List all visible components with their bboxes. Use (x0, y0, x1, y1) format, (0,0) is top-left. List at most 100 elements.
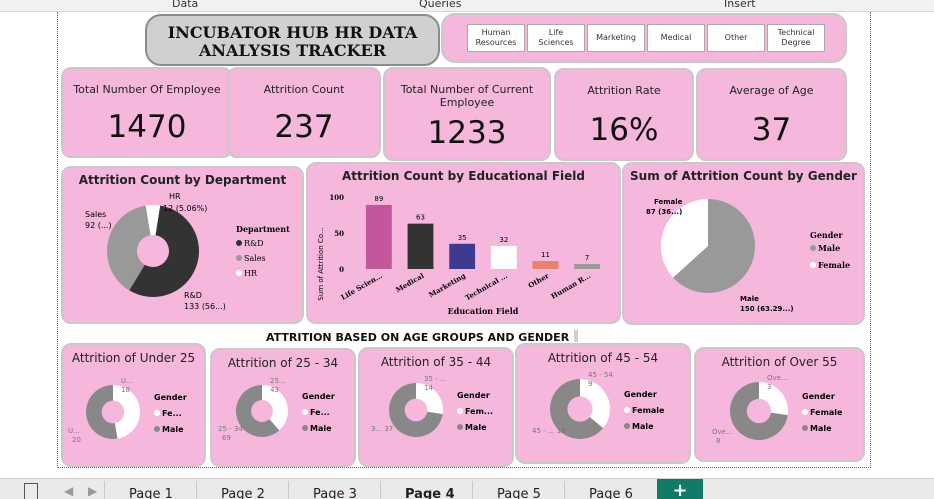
bar-5[interactable] (574, 263, 601, 269)
next-page-arrow-icon[interactable]: ▶ (88, 484, 98, 498)
data-label-female: 25... (270, 377, 286, 385)
chart-title: Sum of Attrition Count by Gender (630, 169, 857, 183)
legend-item-rnd[interactable]: R&D (244, 239, 264, 248)
tab-page-1[interactable]: Page 1 (129, 487, 173, 499)
chart-attrition-by-gender[interactable]: Sum of Attrition Count by Gender Female … (622, 162, 865, 325)
kpi-current-employees[interactable]: Total Number of Current Employee 1233 (383, 67, 551, 161)
donut-slice-hr[interactable] (145, 205, 161, 236)
tab-separator (380, 481, 381, 499)
bar-3[interactable] (490, 245, 517, 269)
menu-queries[interactable]: Queries (419, 0, 462, 10)
legend-item-sales[interactable]: Sales (244, 254, 266, 263)
chart-title: Attrition of 45 - 54 (547, 351, 659, 365)
bar-0[interactable] (365, 204, 392, 269)
kpi-total-employees[interactable]: Total Number Of Employee 1470 (61, 67, 233, 158)
donut-slice-male[interactable] (85, 385, 118, 439)
x-tick-label: Life Scien... (339, 271, 384, 302)
legend-item-female: Female (632, 406, 665, 415)
education-bar-svg: 0 50 100 89 Life Scien... 63 Medical 35 Marketin… (317, 193, 601, 316)
bar-1[interactable] (407, 223, 434, 269)
slicer-button-life-sciences[interactable]: Life Sciences (527, 24, 585, 52)
bar-data-label: 32 (499, 236, 508, 244)
pie-slice-female[interactable] (661, 199, 708, 278)
legend-item-male[interactable]: Male (818, 243, 840, 253)
legend-item-female: Fem... (465, 407, 493, 416)
prev-page-arrow-icon[interactable]: ◀ (64, 484, 74, 498)
kpi-attrition-count[interactable]: Attrition Count 237 (227, 67, 381, 158)
donut-slice-male[interactable] (236, 385, 280, 437)
pie-slice-male[interactable] (673, 199, 755, 293)
slicer-button-human-resources[interactable]: Human Resources (467, 24, 525, 52)
kpi-label: Average of Age (729, 84, 814, 97)
tab-page-5[interactable]: Page 5 (497, 487, 541, 499)
data-label-female: Female (654, 198, 683, 206)
tab-page-2[interactable]: Page 2 (221, 487, 265, 499)
title-line-2: ANALYSIS TRACKER (198, 41, 386, 60)
tab-separator (472, 481, 473, 499)
drag-handle[interactable] (574, 330, 578, 342)
data-label-female: 35 - ... (424, 375, 447, 383)
donut-slice-male[interactable] (730, 382, 788, 440)
donut-slice-male[interactable] (550, 379, 604, 439)
donut-slice-female[interactable] (113, 385, 140, 439)
dashboard-title[interactable]: INCUBATOR HUB HR DATA ANALYSIS TRACKER (145, 14, 440, 66)
data-label-female-value: 87 (36...) (646, 208, 682, 216)
legend-item-hr[interactable]: HR (244, 269, 258, 278)
data-label-male: Ove... (712, 428, 733, 436)
data-label-sales: Sales (85, 210, 106, 219)
slicer-button-marketing[interactable]: Marketing (587, 24, 645, 52)
add-page-button[interactable]: + (657, 479, 703, 499)
legend-swatch-female (810, 262, 816, 268)
data-label-male-value: 8 (716, 437, 720, 445)
legend-item-female[interactable]: Female (818, 260, 850, 270)
data-label-male-value: 20 (72, 436, 81, 444)
data-label-hr: HR (169, 192, 181, 201)
legend-item-male: Male (162, 425, 184, 434)
gender-pie-svg: Female 87 (36...) Male 150 (63.29...) Ge… (646, 198, 850, 313)
legend-swatch-male (810, 245, 816, 251)
donut-slice-female[interactable] (580, 379, 610, 429)
tab-separator (288, 481, 289, 499)
tab-page-3[interactable]: Page 3 (313, 487, 357, 499)
tab-separator (196, 481, 197, 499)
donut-slice-rnd[interactable] (129, 205, 200, 297)
legend-title: Gender (810, 230, 843, 240)
donut-slice-sales[interactable] (107, 205, 151, 291)
donut-slice-female[interactable] (759, 382, 788, 416)
age-group-card[interactable]: Attrition of 35 - 44 35 - ... 14 3... 37 Gen… (358, 347, 514, 467)
kpi-average-age[interactable]: Average of Age 37 (696, 68, 847, 161)
data-label-female-value: 14 (424, 384, 433, 392)
donut-slice-female[interactable] (416, 383, 443, 415)
kpi-value: 237 (274, 109, 334, 145)
donut-slice-female[interactable] (262, 385, 288, 431)
age-group-card[interactable]: Attrition of Under 25 U... 18 U... 20 Gender F… (61, 343, 206, 467)
kpi-attrition-rate[interactable]: Attrition Rate 16% (554, 68, 694, 161)
education-field-slicer: Human Resources Life Sciences Marketing Me… (441, 13, 847, 63)
menu-data[interactable]: Data (172, 0, 199, 10)
bar-2[interactable] (449, 243, 476, 269)
menu-insert[interactable]: Insert (724, 0, 756, 10)
legend-swatch-male (302, 425, 308, 431)
bar-4[interactable] (532, 261, 559, 269)
age-group-card[interactable]: Attrition of Over 55 Ove... 3 Ove... 8 Gender… (694, 347, 865, 462)
data-label-rnd: R&D (184, 291, 202, 300)
page-view-icon[interactable] (24, 483, 38, 499)
tab-page-4[interactable]: Page 4 (405, 487, 455, 499)
data-label-male: 45 - ... 16 (532, 427, 566, 435)
x-axis-label: Education Field (448, 306, 519, 316)
chart-attrition-by-education-field[interactable]: Attrition Count by Educational Field 0 50… (306, 162, 621, 324)
x-tick-label: Technical ... (463, 271, 508, 302)
data-label-male-value: 150 (63.29...) (740, 305, 794, 313)
kpi-value: 1233 (427, 115, 507, 151)
slicer-button-other[interactable]: Other (707, 24, 765, 52)
age-donut (85, 385, 140, 439)
slicer-button-technical-degree[interactable]: Technical Degree (767, 24, 825, 52)
chart-attrition-by-department[interactable]: Attrition Count by Department HR 12 (5.0… (61, 166, 304, 324)
age-group-card[interactable]: Attrition of 25 - 34 25... 43 25 - 34 69 Gend… (210, 348, 356, 467)
slicer-button-medical[interactable]: Medical (647, 24, 705, 52)
education-bars: 0 50 100 89 Life Scien... 63 Medical 35 Marketin… (329, 193, 601, 302)
tab-page-6[interactable]: Page 6 (589, 487, 633, 499)
donut-slice-male[interactable] (389, 383, 443, 437)
age-group-card[interactable]: Attrition of 45 - 54 45 - 54 9 45 - ... 16 G… (515, 343, 691, 464)
